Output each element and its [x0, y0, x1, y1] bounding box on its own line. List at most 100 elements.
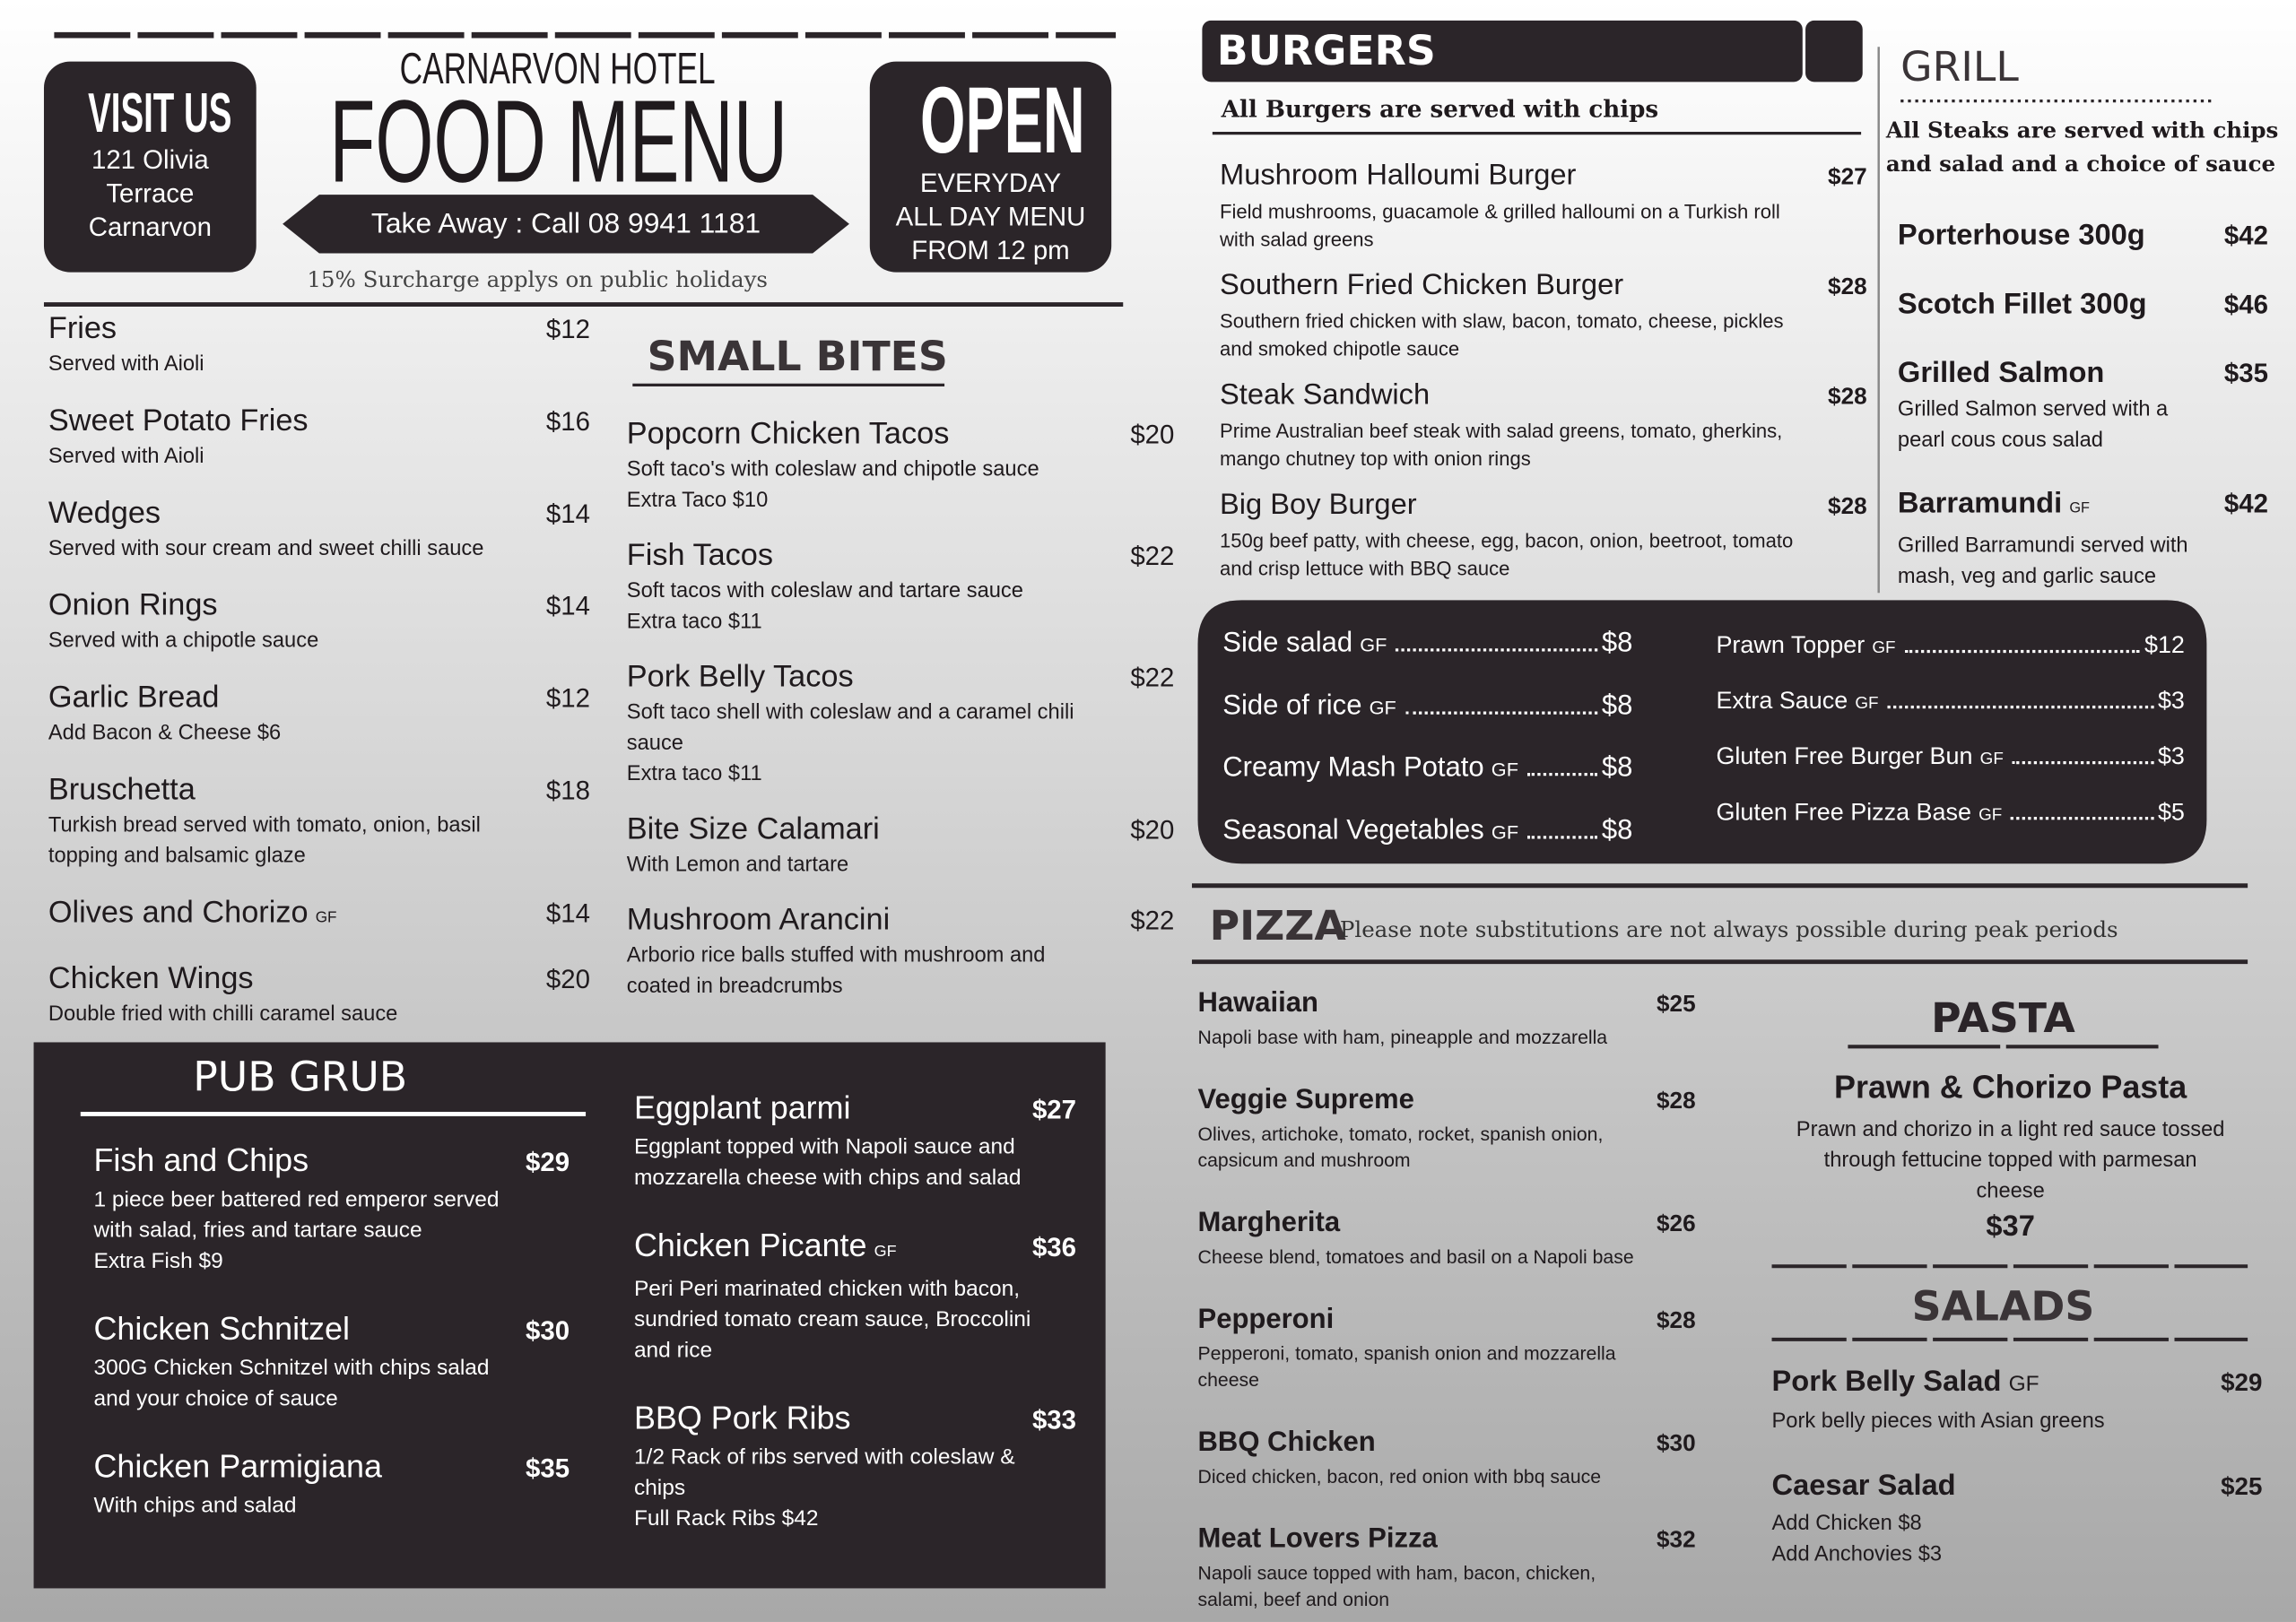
item-description: and your choice of sauce	[93, 1386, 338, 1411]
item-header: Hawaiian $25	[1198, 985, 1696, 1025]
burgers-bar	[1202, 20, 1803, 82]
item-price: $8	[1601, 690, 1633, 722]
leader-dots	[2012, 760, 2154, 765]
item-name: Mushroom Halloumi Burger	[1220, 159, 1577, 192]
item-description: pearl cous cous salad	[1897, 429, 2103, 453]
menu-item: Meat Lovers Pizza $32 Napoli sauce topped …	[1198, 1521, 1696, 1613]
item-name: Olives and Chorizo	[48, 896, 309, 930]
address-line: Carnarvon	[88, 212, 212, 242]
dish-price: $37	[1986, 1210, 2035, 1244]
item-name: Seasonal Vegetables	[1222, 814, 1484, 846]
item-price: $27	[1828, 165, 1867, 191]
menu-item: Steak Sandwich $28 Prime Australian beef s…	[1220, 377, 1867, 473]
item-description: chips	[633, 1475, 686, 1501]
diet-tag: GF	[1979, 806, 2003, 825]
item-description: Turkish bread served with tomato, onion,…	[48, 813, 481, 837]
section-title: GRILL	[1900, 42, 2019, 91]
item-header: Mushroom Arancini $22	[627, 900, 1175, 941]
item-description: and crisp lettuce with BBQ sauce	[1220, 558, 1510, 580]
menu-column: Hawaiian $25 Napoli base with ham, pineapp…	[1198, 985, 1696, 1622]
item-description: With Lemon and tartare	[626, 853, 849, 877]
sides-column: Side salad GF $8 Side of rice GF $8 Creamy Mas…	[1222, 613, 1632, 863]
item-price: $25	[1657, 992, 1696, 1018]
item-description: With chips and salad	[93, 1493, 297, 1519]
menu-column: Eggplant parmi $27 Eggplant topped with Na…	[634, 1086, 1076, 1565]
surcharge-note: 15% Surcharge applys on public holidays	[307, 266, 769, 293]
menu-item: Garlic Bread $12 Add Bacon & Cheese $6	[48, 678, 590, 750]
menu-item: Porterhouse 300g $42	[1898, 213, 2268, 257]
item-header: Southern Fried Chicken Burger $28	[1220, 266, 1867, 308]
item-description: Field mushrooms, guacamole & grilled hal…	[1220, 200, 1780, 223]
item-header: Popcorn Chicken Tacos $20	[627, 414, 1175, 455]
item-name: Margherita	[1197, 1207, 1341, 1239]
section-title: SALADS	[1911, 1282, 2095, 1331]
item-price: $36	[1031, 1232, 1076, 1262]
section-title: BURGERS	[1216, 26, 1436, 75]
item-description: cheese	[1197, 1368, 1259, 1392]
menu-column: Pork Belly Salad GF $29 Pork belly pieces w…	[1772, 1360, 2263, 1597]
item-name: Sweet Potato Fries	[48, 403, 309, 438]
item-price: $29	[526, 1148, 570, 1177]
item-header: Caesar Salad $25	[1772, 1464, 2263, 1510]
item-price: $35	[2223, 358, 2268, 388]
item-description: Southern fried chicken with slaw, bacon,…	[1220, 310, 1784, 333]
item-header: Bruschetta $18	[48, 770, 590, 811]
item-name: Mushroom Arancini	[626, 903, 891, 937]
item-name: Hawaiian	[1197, 988, 1318, 1019]
item-header: Mushroom Halloumi Burger $27	[1220, 157, 1867, 198]
dish-description: through fettucine topped with parmesan	[1823, 1149, 2197, 1173]
dish-description: cheese	[1976, 1179, 2045, 1204]
item-name: Popcorn Chicken Tacos	[626, 417, 950, 451]
item-description: with salad greens	[1220, 228, 1374, 251]
item-price: $28	[1657, 1308, 1696, 1334]
item-description: Olives, artichoke, tomato, rocket, spani…	[1197, 1123, 1604, 1145]
item-name: Scotch Fillet 300g	[1897, 288, 2147, 321]
open-title: OPEN	[920, 67, 1085, 173]
item-header: Fries $12	[48, 308, 590, 350]
menu-item: Southern Fried Chicken Burger $28 Southern…	[1220, 266, 1867, 363]
item-header: Grilled Salmon $35	[1898, 351, 2268, 395]
item-price: $28	[1828, 274, 1867, 300]
item-header: Olives and Chorizo GF $14	[48, 893, 590, 939]
menu-item: Veggie Supreme $28 Olives, artichoke, toma…	[1198, 1082, 1696, 1175]
item-description: with salad, fries and tartare sauce	[93, 1218, 422, 1244]
section-title: PASTA	[1931, 993, 2075, 1043]
item-description: and rice	[633, 1338, 713, 1363]
item-header: Chicken Wings $20	[48, 958, 590, 1000]
item-price: $14	[545, 898, 590, 929]
item-header: BBQ Chicken $30	[1198, 1425, 1696, 1464]
item-price: $12	[2144, 632, 2185, 659]
item-description: 1 piece beer battered red emperor served	[93, 1187, 500, 1212]
item-name: BBQ Pork Ribs	[633, 1399, 851, 1436]
item-description: Grilled Salmon served with a	[1897, 398, 2169, 422]
item-description: Soft tacos with coleslaw and tartare sau…	[626, 579, 1023, 603]
ribbon	[283, 195, 849, 254]
menu-item: Big Boy Burger $28 150g beef patty, with c…	[1220, 486, 1867, 583]
takeaway: Take Away : Call 08 9941 1181	[370, 207, 761, 240]
item-name: Chicken Picante	[633, 1227, 867, 1263]
item-description: mango chutney top with onion rings	[1220, 447, 1531, 471]
item-header: Pork Belly Salad GF $29	[1772, 1360, 2263, 1407]
diet-tag: GF	[315, 908, 337, 927]
item-description: Soft taco's with coleslaw and chipotle s…	[626, 458, 1039, 482]
side-item: Seasonal Vegetables GF $8	[1222, 800, 1632, 862]
item-header: Veggie Supreme $28	[1198, 1082, 1696, 1122]
item-price: $3	[2157, 688, 2185, 715]
item-name: Gluten Free Burger Bun	[1716, 743, 1973, 770]
item-price: $30	[526, 1315, 570, 1346]
menu-column: Mushroom Halloumi Burger $27 Field mushroo…	[1220, 157, 1867, 596]
item-name: Fish Tacos	[626, 538, 774, 573]
item-name: Gluten Free Pizza Base	[1716, 799, 1971, 826]
menu-item: Margherita $26 Cheese blend, tomatoes and …	[1198, 1205, 1696, 1271]
item-header: Sweet Potato Fries $16	[48, 401, 590, 442]
item-price: $12	[545, 683, 590, 714]
menu-item: Fish and Chips $29 1 piece beer battered r…	[93, 1139, 570, 1276]
item-price: $22	[1130, 542, 1175, 571]
side-item: Side salad GF $8	[1222, 613, 1632, 675]
address-line: 121 Olivia	[91, 144, 209, 175]
item-price: $5	[2157, 799, 2185, 826]
menu-item: Chicken Parmigiana $35 With chips and sala…	[93, 1444, 570, 1521]
item-name: Veggie Supreme	[1197, 1084, 1414, 1116]
diet-tag: GF	[874, 1243, 897, 1261]
item-name: Grilled Salmon	[1897, 357, 2105, 390]
